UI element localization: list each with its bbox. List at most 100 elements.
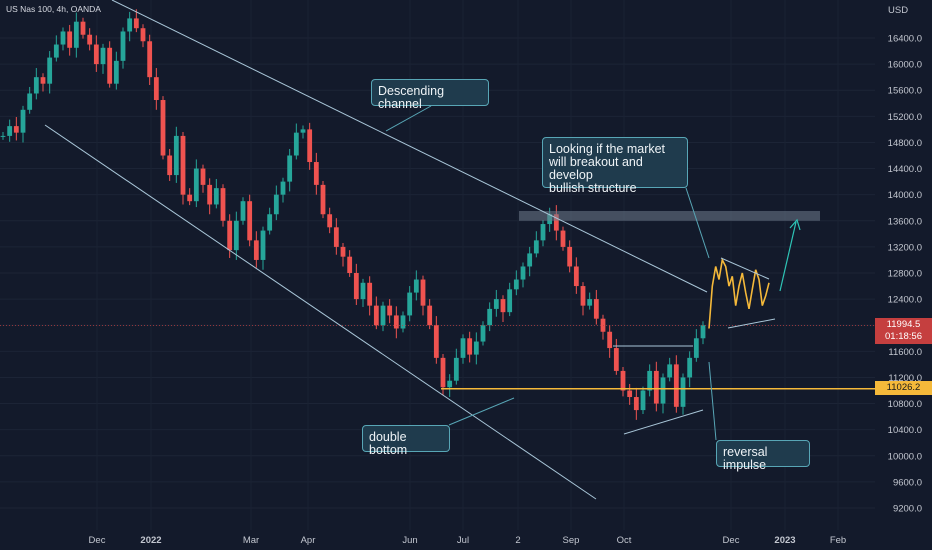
y-tick-label: 13200.0 [888, 242, 922, 253]
x-tick-label: Mar [243, 535, 259, 546]
callout-descending-channel[interactable]: Descending channel [371, 79, 489, 111]
price-axis[interactable]: 9200.0 9600.0 10000.0 10400.0 10800.0 11200.0… [888, 34, 922, 515]
candle-body [113, 60, 119, 84]
candle-body [373, 305, 379, 326]
candle-body [47, 57, 53, 84]
y-tick-label: 11600.0 [888, 347, 922, 358]
candle-body [100, 47, 106, 65]
candle-body [233, 220, 239, 251]
candle-body [227, 220, 233, 251]
y-tick-label: 15200.0 [888, 112, 922, 123]
candle-body [640, 390, 646, 411]
bar-countdown: 01:18:56 [885, 331, 922, 342]
candle-body [307, 129, 313, 163]
candle-body [160, 100, 166, 156]
candle-body [107, 47, 113, 84]
candle-body [0, 135, 6, 137]
y-tick-label: 14400.0 [888, 164, 922, 175]
candle-body [533, 240, 539, 254]
pointer-descending-channel [385, 105, 432, 132]
candle-body [407, 292, 413, 316]
pointer-reversal-impulse [708, 361, 717, 441]
x-tick-label: 2 [515, 535, 520, 546]
candle-body [700, 325, 706, 339]
candle-body [620, 370, 626, 391]
candle-body [513, 279, 519, 290]
candle-body [413, 279, 419, 293]
candle-body [300, 129, 306, 133]
candle-body [487, 308, 493, 326]
y-tick-label: 16400.0 [888, 34, 922, 45]
candle-body [253, 240, 259, 260]
candle-body [500, 299, 506, 313]
price-series [0, 9, 770, 420]
y-tick-label: 10000.0 [888, 451, 922, 462]
candle-body [27, 93, 33, 110]
candle-body [680, 377, 686, 407]
range-bottom-line [623, 409, 704, 435]
candle-body [20, 109, 26, 133]
candle-body [633, 397, 639, 411]
candle-body [287, 155, 293, 182]
candle-body [540, 224, 546, 241]
projection-line [708, 257, 770, 329]
candle-body [660, 377, 666, 404]
candle-body [167, 155, 173, 176]
candle-body [360, 282, 366, 300]
candle-body [527, 253, 533, 267]
channel-lower-line [44, 124, 597, 500]
y-tick-label: 15600.0 [888, 86, 922, 97]
candle-body [387, 305, 393, 316]
y-tick-label: 9200.0 [893, 504, 922, 515]
candle-body [207, 184, 213, 205]
candle-body [293, 132, 299, 156]
candle-body [53, 44, 59, 58]
candle-body [280, 181, 286, 195]
candle-body [120, 31, 126, 61]
pennant-upper-line [720, 257, 770, 280]
candle-body [87, 34, 93, 45]
candle-body [467, 338, 473, 355]
candle-body [260, 230, 266, 260]
candle-body [60, 31, 66, 45]
y-tick-label: 9600.0 [893, 477, 922, 488]
y-tick-label: 12400.0 [888, 295, 922, 306]
candle-body [567, 246, 573, 267]
candle-body [140, 28, 146, 42]
resistance-zone [519, 210, 820, 221]
candle-body [313, 162, 319, 185]
candle-body [220, 188, 226, 221]
candle-body [147, 41, 153, 78]
x-tick-label: Oct [617, 535, 632, 546]
candle-body [587, 299, 593, 306]
pointer-breakout-note [685, 187, 710, 259]
candle-body [240, 201, 246, 221]
time-axis[interactable]: Dec 2022 Mar Apr Jun Jul 2 Sep Oct Dec 2023 Feb [89, 535, 847, 546]
callout-double-bottom[interactable]: double bottom [362, 425, 450, 457]
current-price-value: 11994.5 [886, 319, 921, 330]
candle-body [153, 77, 159, 101]
candle-body [193, 168, 199, 202]
x-tick-label: Jul [457, 535, 469, 546]
y-tick-label: 14000.0 [888, 190, 922, 201]
chart-title: US Nas 100, 4h, OANDA [6, 4, 101, 14]
candle-body [647, 370, 653, 391]
callout-reversal-impulse[interactable]: reversal impulse [716, 440, 810, 472]
candle-body [273, 194, 279, 215]
candle-body [653, 370, 659, 404]
candle-body [693, 338, 699, 358]
callout-breakout-note[interactable]: Looking if the market will breakout and … [542, 137, 688, 195]
currency-label: USD [888, 5, 908, 16]
candle-body [33, 77, 39, 94]
candle-body [427, 305, 433, 326]
candle-body [507, 289, 513, 313]
x-tick-label: Feb [830, 535, 846, 546]
candle-body [133, 18, 139, 29]
candle-body [67, 31, 73, 48]
candle-body [687, 357, 693, 378]
y-tick-label: 13600.0 [888, 216, 922, 227]
pointer-double-bottom [448, 397, 515, 426]
candle-body [200, 168, 206, 185]
candle-body [353, 273, 359, 300]
